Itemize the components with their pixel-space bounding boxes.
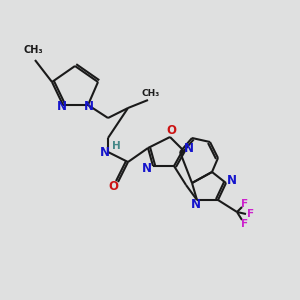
Text: N: N xyxy=(142,163,152,176)
Text: F: F xyxy=(242,219,249,229)
Text: CH₃: CH₃ xyxy=(142,88,160,98)
Text: N: N xyxy=(57,100,67,112)
Text: N: N xyxy=(191,199,201,212)
Text: N: N xyxy=(227,175,237,188)
Text: O: O xyxy=(166,124,176,137)
Text: N: N xyxy=(100,146,110,160)
Text: O: O xyxy=(108,179,118,193)
Text: H: H xyxy=(112,141,120,151)
Text: F: F xyxy=(242,199,249,209)
Text: CH₃: CH₃ xyxy=(23,45,43,55)
Text: N: N xyxy=(84,100,94,112)
Text: F: F xyxy=(248,209,255,219)
Text: N: N xyxy=(184,142,194,154)
